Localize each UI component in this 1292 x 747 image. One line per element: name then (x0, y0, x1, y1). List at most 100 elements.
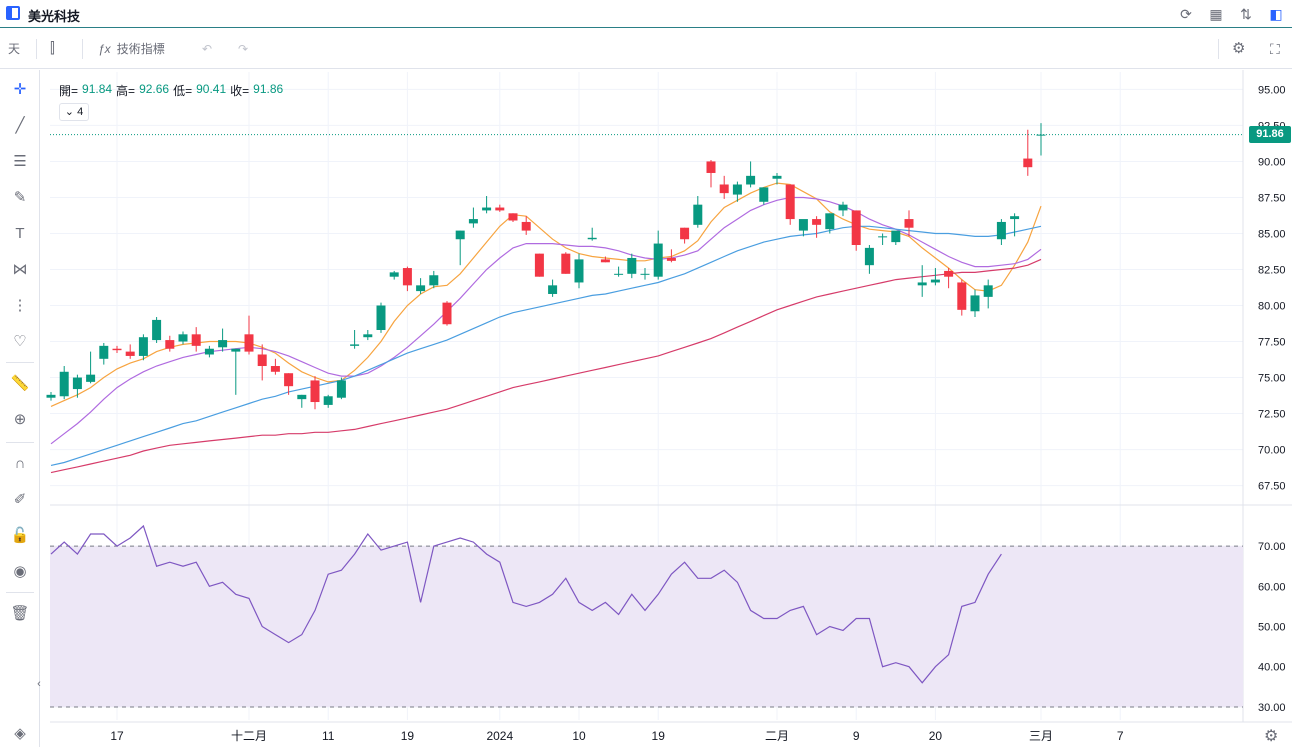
zoom-icon[interactable]: ⊕ (13, 411, 27, 428)
candle-body (402, 268, 412, 286)
candle (99, 342, 109, 365)
crosshair-icon[interactable]: ✛ (13, 81, 27, 98)
candle (389, 270, 399, 280)
compare-icon[interactable]: ⇅ (1240, 6, 1252, 22)
candle (614, 266, 624, 277)
candle-body (244, 334, 254, 352)
redo-icon[interactable]: ↷ (238, 42, 249, 56)
candle (851, 210, 861, 251)
candle (548, 279, 558, 297)
candle (429, 270, 439, 289)
trend-line-icon[interactable]: ╱ (15, 117, 25, 134)
candle-body (204, 348, 214, 355)
time-tick-label: 2024 (486, 729, 513, 743)
time-settings-icon[interactable]: ⚙ (1264, 728, 1279, 745)
legend-high-value: 92.66 (139, 82, 170, 96)
candle (944, 268, 954, 289)
candle (284, 373, 294, 395)
candle (204, 345, 214, 358)
candle-body (429, 275, 439, 286)
candle-body (508, 213, 518, 221)
candle (270, 358, 280, 375)
candle-body (521, 221, 531, 231)
time-tick-label: 7 (1117, 729, 1124, 743)
candle-body (350, 344, 360, 346)
candle-body (706, 161, 716, 173)
pattern-icon[interactable]: ⋈ (12, 261, 28, 278)
candle (706, 160, 716, 188)
indicators-button[interactable]: ƒx 技術指標 (98, 39, 165, 59)
candle (231, 348, 241, 395)
candle (521, 216, 531, 235)
refresh-icon[interactable]: ⟳ (1180, 6, 1192, 22)
time-tick-label: 9 (853, 729, 860, 743)
candle (455, 230, 465, 266)
candle (732, 181, 742, 202)
function-icon: ƒx (98, 42, 111, 56)
magnet-icon[interactable]: ∩ (14, 455, 26, 472)
eye-icon[interactable]: ◉ (13, 563, 27, 580)
candle (468, 207, 478, 228)
candle-body (864, 247, 874, 266)
favorite-icon[interactable]: ♡ (13, 333, 27, 350)
app-title: 美光科技 (28, 9, 81, 24)
indicator-collapse-button[interactable]: ⌄ 4 (59, 103, 89, 121)
candle-body (574, 259, 584, 283)
candle (970, 289, 980, 318)
rsi-tick-label: 40.00 (1258, 662, 1286, 674)
candle-body (125, 351, 135, 356)
candle (917, 265, 927, 297)
ma-slow-line (50, 225, 1042, 466)
settings-icon[interactable]: ⚙ (1232, 40, 1246, 57)
layers-icon[interactable]: ◈ (14, 725, 26, 742)
time-tick-label: 10 (572, 729, 586, 743)
text-icon[interactable]: T (15, 225, 25, 242)
candle-body (983, 285, 993, 297)
interval-button[interactable]: 天 (8, 42, 21, 56)
lock-icon[interactable]: 🔓 (10, 527, 30, 544)
fib-icon[interactable]: ☰ (13, 153, 27, 170)
rsi-line (50, 524, 1002, 684)
candle-type-icon[interactable]: ⫿ (50, 40, 55, 57)
ruler-icon[interactable]: 📏 (10, 375, 30, 392)
toolbar-divider (6, 592, 34, 593)
time-tick-label: 17 (110, 729, 124, 743)
last-price-label: 91.86 (1249, 126, 1291, 144)
candle (785, 184, 795, 225)
candle (125, 344, 135, 359)
candle (178, 331, 188, 345)
time-tick-label: 19 (652, 729, 666, 743)
trash-icon[interactable]: 🗑 (10, 605, 30, 622)
legend-close-value: 91.86 (253, 82, 284, 96)
candle (508, 213, 518, 222)
layout-icon[interactable]: ▦ (1209, 6, 1223, 22)
price-tick-label: 75.00 (1258, 373, 1286, 385)
collapse-toolbar-icon[interactable]: ‹ (37, 678, 41, 690)
legend-open-value: 91.84 (82, 82, 113, 96)
candle-body (930, 279, 940, 283)
rsi-band (50, 546, 1243, 707)
candle (482, 196, 492, 214)
panel-icon[interactable]: ◧ (1269, 6, 1283, 22)
candle-body (442, 302, 452, 325)
candle (627, 253, 637, 279)
candle (310, 376, 320, 410)
candle-body (99, 345, 109, 359)
draw-lock-icon[interactable]: ✐ (13, 491, 27, 508)
candle-body (218, 340, 228, 348)
fullscreen-icon[interactable]: ⛶ (1270, 41, 1280, 57)
candle (46, 391, 56, 401)
price-tick-label: 82.50 (1258, 264, 1286, 276)
price-tick-label: 77.50 (1258, 337, 1286, 349)
toolbar-divider (36, 39, 37, 59)
projection-icon[interactable]: ⋮ (12, 297, 28, 314)
candle-body (257, 354, 267, 367)
candle (152, 317, 162, 343)
candle-body (838, 204, 848, 211)
candle (891, 230, 901, 245)
time-tick-label: 二月 (765, 729, 789, 743)
undo-icon[interactable]: ↶ (202, 42, 213, 56)
candle-body (86, 374, 96, 382)
brush-icon[interactable]: ✎ (13, 189, 27, 206)
